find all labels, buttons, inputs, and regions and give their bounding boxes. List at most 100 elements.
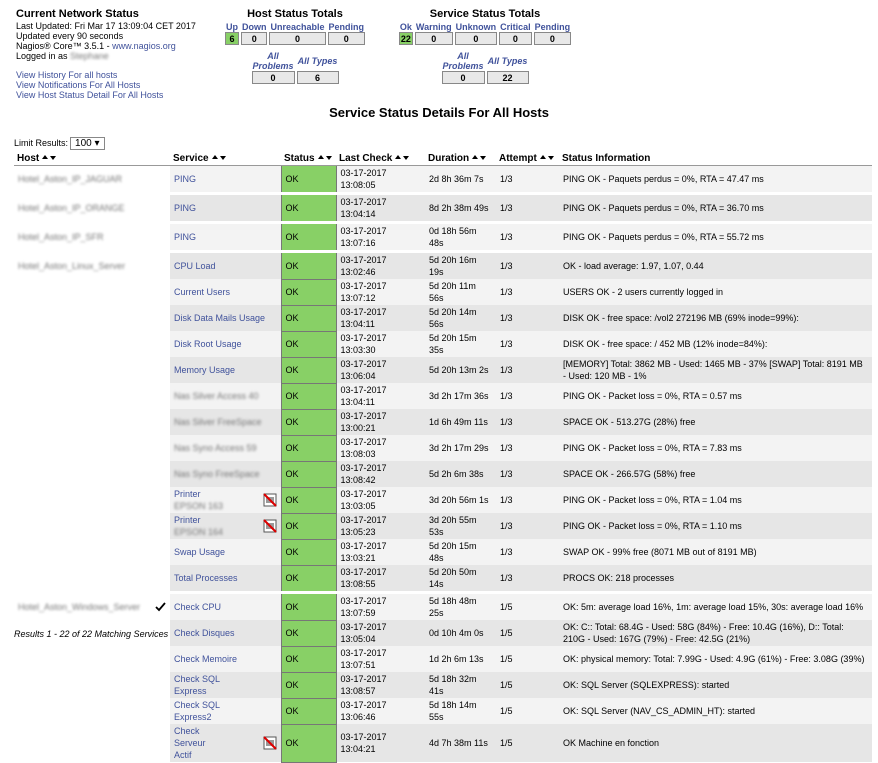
totals-value[interactable]: 0 xyxy=(240,32,268,45)
totals-header[interactable]: Unreachable xyxy=(270,22,325,32)
status-info: SPACE OK - 266.57G (58%) free xyxy=(559,461,872,487)
totals-value[interactable]: 0 xyxy=(327,32,366,45)
host-name[interactable]: Hotel_Aston_Linux_Server xyxy=(18,261,126,271)
column-label[interactable]: Service xyxy=(173,153,209,164)
service-cell: Total Processes xyxy=(170,565,281,593)
service-name-line: Check xyxy=(174,726,200,736)
column-label[interactable]: Status Information xyxy=(562,153,651,164)
totals-value[interactable]: 0 xyxy=(269,32,326,45)
host-name[interactable]: Hotel_Aston_IP_ORANGE xyxy=(18,203,125,213)
service-name[interactable]: Check Memoire xyxy=(174,654,238,664)
column-label[interactable]: Status xyxy=(284,153,315,164)
service-name[interactable]: PING xyxy=(174,174,197,184)
service-cell: Swap Usage xyxy=(170,539,281,565)
totals-header[interactable]: Down xyxy=(241,22,267,32)
service-cell: Check Memoire xyxy=(170,646,281,672)
totals-value[interactable]: 6 xyxy=(224,32,239,45)
last-check: 03-17-2017 13:07:16 xyxy=(336,221,425,252)
status: OK xyxy=(280,330,337,358)
service-name[interactable]: CPU Load xyxy=(174,261,216,271)
login: Logged in as Stephane xyxy=(16,51,196,61)
column-label[interactable]: Host xyxy=(17,153,40,164)
totals-sub-header[interactable]: All Problems xyxy=(252,51,294,71)
host-name[interactable]: Hotel_Aston_Windows_Server xyxy=(18,602,141,612)
totals-value[interactable]: 0 xyxy=(499,32,532,45)
service-name[interactable]: Memory Usage xyxy=(174,365,236,375)
last-check: 03-17-2017 13:07:12 xyxy=(336,279,425,305)
service-name[interactable]: PING xyxy=(174,203,197,213)
service-name[interactable]: Current Users xyxy=(174,287,231,297)
service-name[interactable]: Disk Root Usage xyxy=(174,339,242,349)
sort-arrows xyxy=(539,155,554,160)
status: OK xyxy=(280,304,337,332)
last-check: 03-17-2017 13:08:55 xyxy=(336,565,425,593)
service-name[interactable]: PING xyxy=(174,232,197,242)
service-name-line: Express2 xyxy=(174,712,212,722)
totals-sub-value[interactable]: 6 xyxy=(296,71,339,84)
service-name[interactable]: Disk Data Mails Usage xyxy=(174,313,266,323)
status: OK xyxy=(280,645,337,673)
sort-arrows xyxy=(317,155,332,160)
service-name[interactable]: Check SQL Express xyxy=(174,673,220,697)
totals-header[interactable]: Pending xyxy=(328,22,365,32)
totals-sub-header[interactable]: All Problems xyxy=(442,51,484,71)
service-name[interactable]: Check Serveur Actif xyxy=(174,725,206,761)
service-name[interactable]: Check SQL Express2 xyxy=(174,699,220,723)
status: OK xyxy=(280,356,337,384)
totals-value[interactable]: 0 xyxy=(414,32,453,45)
nav-link[interactable]: View Host Status Detail For All Hosts xyxy=(16,90,164,100)
service-wrap: Check SQL Express xyxy=(174,673,277,697)
totals-header[interactable]: Ok xyxy=(399,22,412,32)
duration: 5d 20h 14m 56s xyxy=(425,305,496,331)
service-name[interactable]: Swap Usage xyxy=(174,547,226,557)
service-name[interactable]: Nas Silver FreeSpace xyxy=(174,417,262,427)
host-cell xyxy=(14,565,170,593)
column-label[interactable]: Attempt xyxy=(499,153,537,164)
service-name-line: EPSON 164 xyxy=(174,527,224,537)
last-check: 03-17-2017 13:08:42 xyxy=(336,461,425,487)
status: OK xyxy=(280,697,337,725)
column-header: Host xyxy=(14,152,170,166)
totals-header[interactable]: Warning xyxy=(415,22,452,32)
totals-sub-header[interactable]: All Types xyxy=(487,56,528,66)
service-name[interactable]: Printer EPSON 164 xyxy=(174,514,223,538)
service-name[interactable]: Check Disques xyxy=(174,628,235,638)
service-name[interactable]: Total Processes xyxy=(174,573,238,583)
column-label[interactable]: Duration xyxy=(428,153,470,164)
totals-sub-header[interactable]: All Types xyxy=(297,56,338,66)
service-cell: Check CPU xyxy=(170,591,281,620)
attempt: 1/3 xyxy=(496,279,559,305)
service-name[interactable]: Nas Silver Access 40 xyxy=(174,391,259,401)
nagios-link[interactable]: www.nagios.org xyxy=(112,41,176,51)
service-name[interactable]: Check CPU xyxy=(174,602,222,612)
totals-sub-value[interactable]: 0 xyxy=(251,71,295,84)
nav-link[interactable]: View Notifications For All Hosts xyxy=(16,80,141,90)
service-name[interactable]: Nas Syno Access 59 xyxy=(174,443,257,453)
last-check: 03-17-2017 13:02:46 xyxy=(336,250,425,279)
column-label[interactable]: Last Check xyxy=(339,153,393,164)
nav-link[interactable]: View History For all hosts xyxy=(16,70,118,80)
totals-header[interactable]: Up xyxy=(225,22,238,32)
host-name[interactable]: Hotel_Aston_IP_JAGUAR xyxy=(18,174,123,184)
service-cell: Disk Data Mails Usage xyxy=(170,305,281,331)
totals-value[interactable]: 0 xyxy=(533,32,572,45)
host-name[interactable]: Hotel_Aston_IP_SFR xyxy=(18,232,104,242)
service-wrap: Swap Usage xyxy=(174,546,277,558)
totals-sub-value[interactable]: 0 xyxy=(441,71,485,84)
service-wrap: Disk Data Mails Usage xyxy=(174,312,277,324)
totals-header[interactable]: Critical xyxy=(500,22,531,32)
duration: 5d 20h 16m 19s xyxy=(425,250,496,279)
sort-arrows xyxy=(42,155,57,160)
totals-value[interactable]: 22 xyxy=(398,32,413,45)
totals-value[interactable]: 0 xyxy=(454,32,498,45)
service-name[interactable]: Nas Syno FreeSpace xyxy=(174,469,260,479)
service-name[interactable]: Printer EPSON 163 xyxy=(174,488,223,512)
host-cell: Hotel_Aston_Windows_Server xyxy=(14,591,170,620)
totals-header[interactable]: Pending xyxy=(534,22,571,32)
totals-sub-value[interactable]: 22 xyxy=(486,71,529,84)
totals-header[interactable]: Unknown xyxy=(455,22,497,32)
host-cell xyxy=(14,331,170,357)
service-cell: CPU Load xyxy=(170,250,281,279)
duration: 5d 20h 15m 48s xyxy=(425,539,496,565)
limit-select[interactable]: 100 ▾ xyxy=(70,137,105,150)
